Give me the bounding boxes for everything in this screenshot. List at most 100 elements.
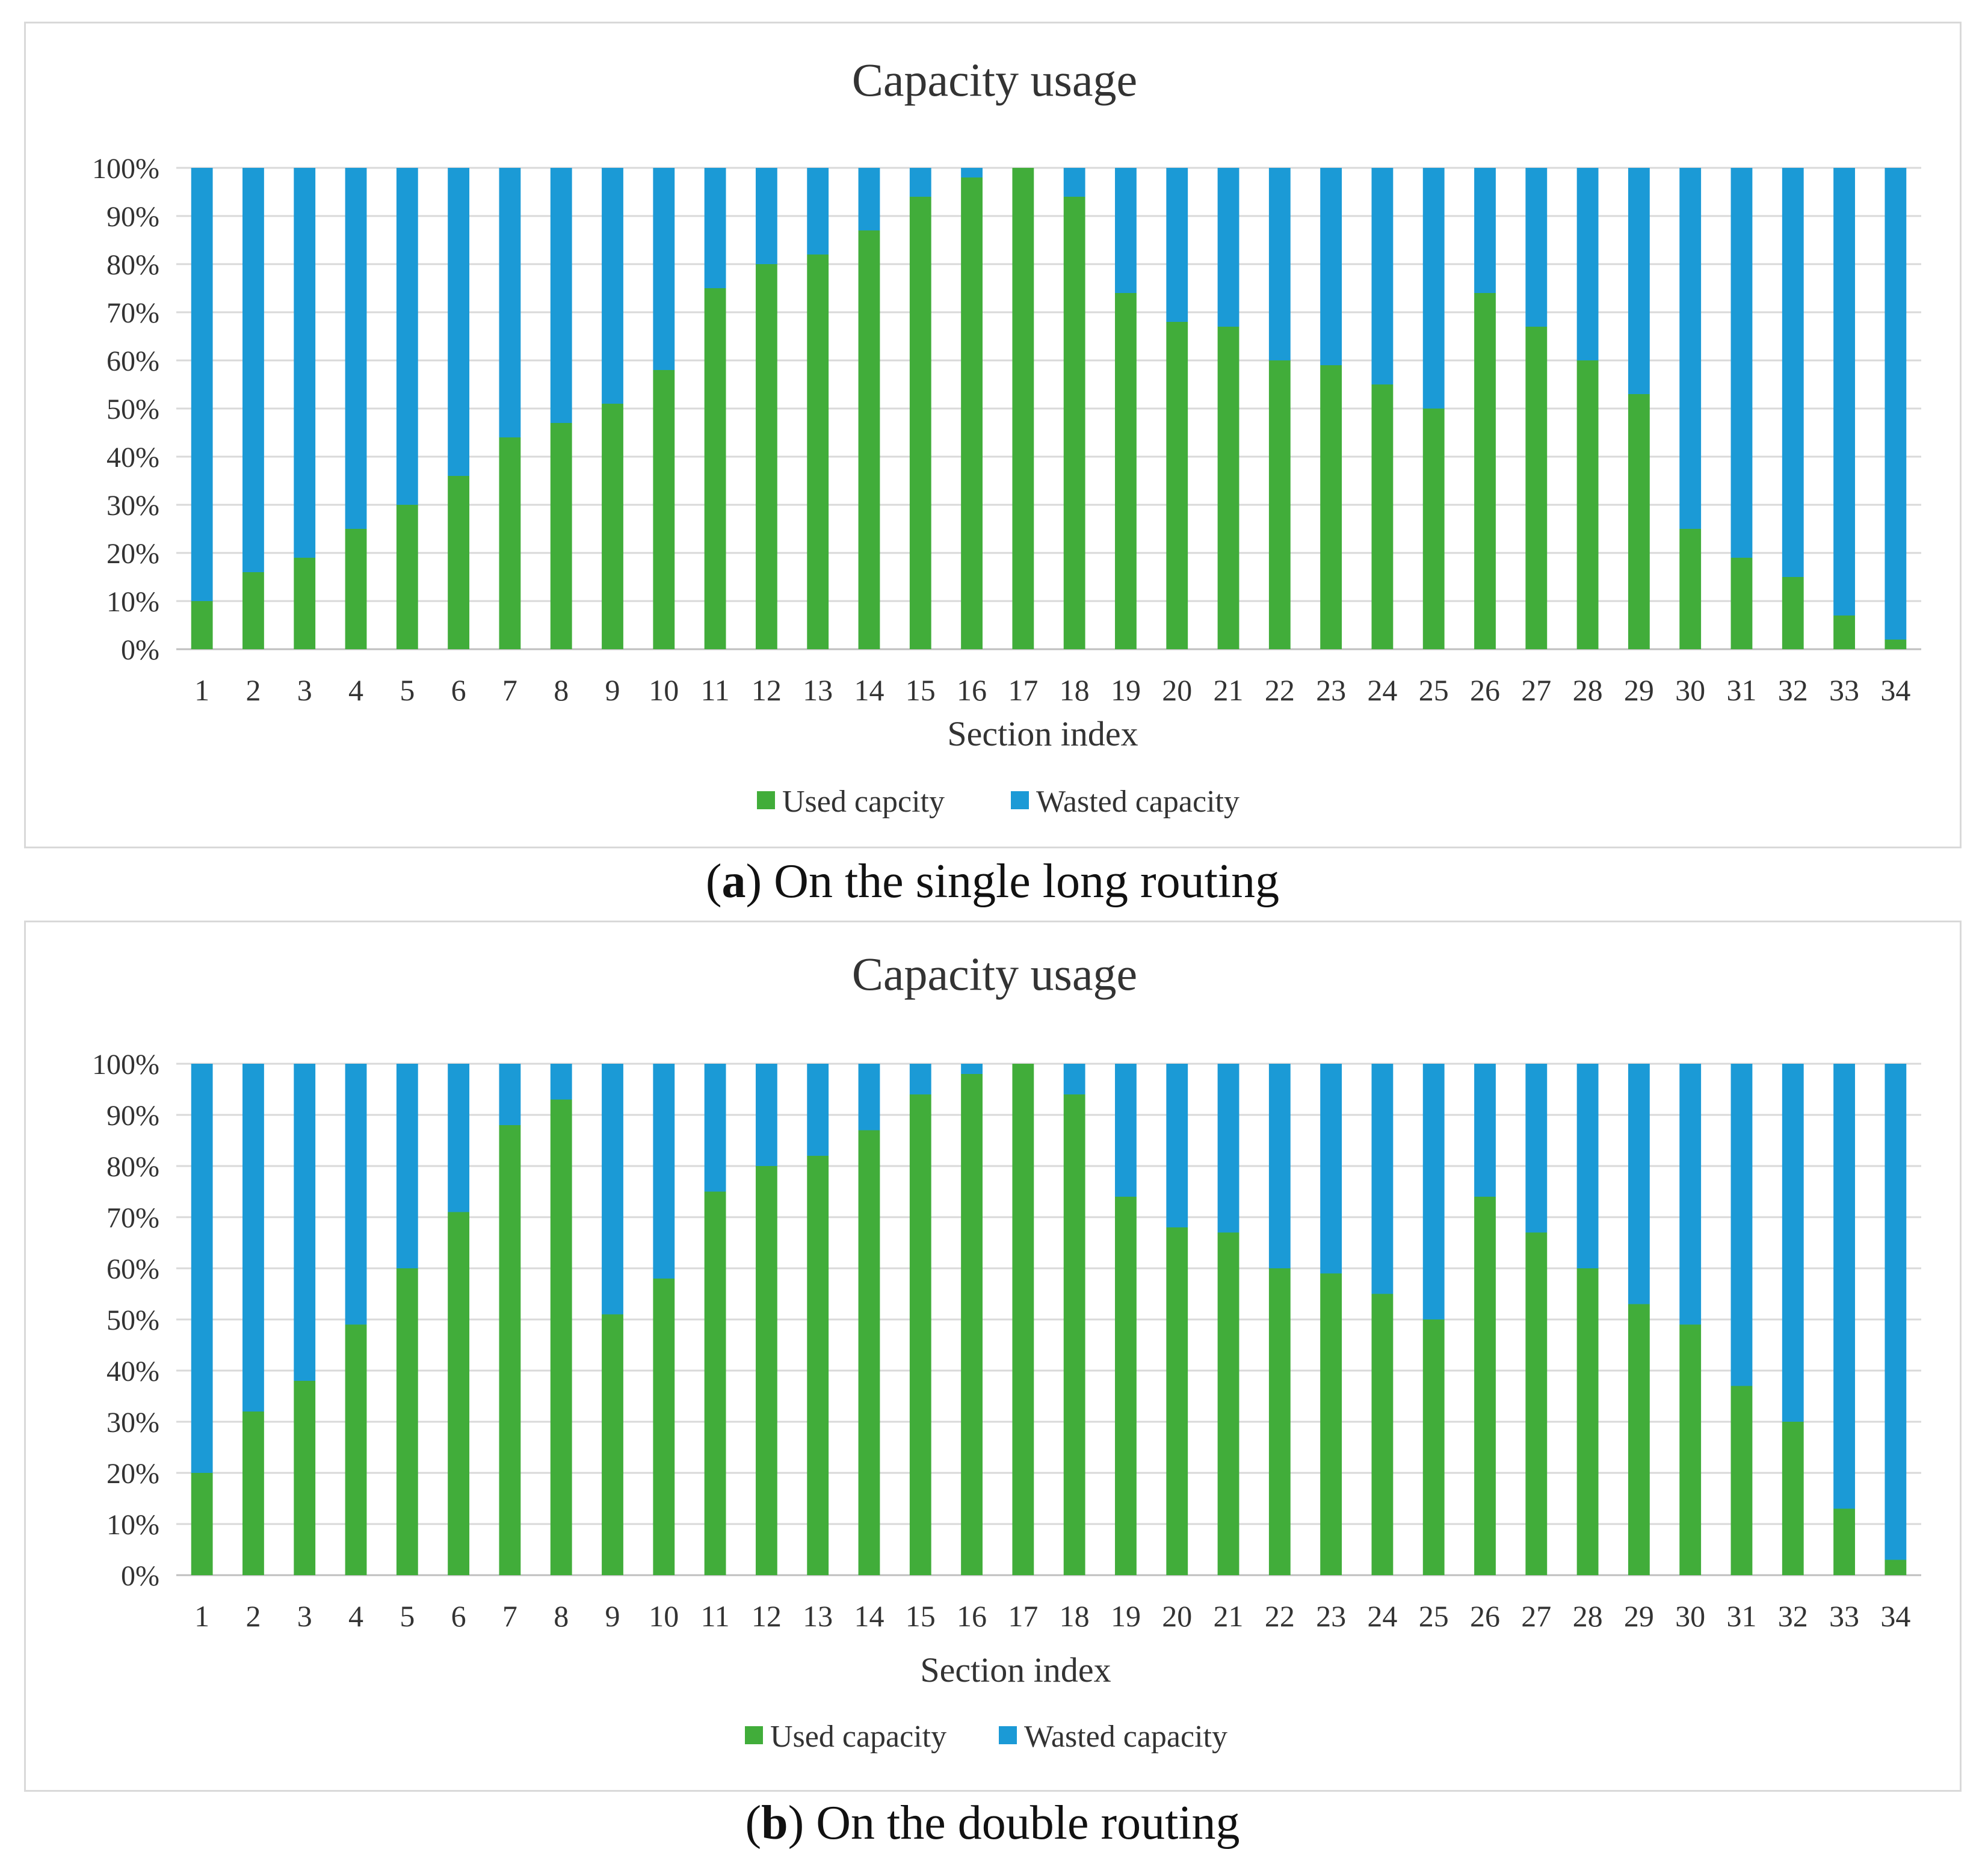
chart-a-bar-wasted [1730, 168, 1753, 558]
caption-b: (b) On the double routing [745, 1797, 1240, 1850]
chart-a-xtick-label: 2 [245, 673, 261, 707]
chart-a-bar-wasted [653, 168, 675, 370]
chart-b-ytick-label: 70% [107, 1202, 159, 1234]
chart-b-bar-wasted [858, 1064, 880, 1131]
chart-b-legend-label: Used capacity [770, 1720, 946, 1754]
chart-a-bar-used [1115, 293, 1137, 649]
chart-a-bar-wasted [1268, 168, 1291, 360]
chart-b-bar-wasted [1115, 1064, 1137, 1197]
chart-b-bar-wasted [396, 1064, 418, 1268]
chart-a-bar-wasted [499, 168, 521, 437]
chart-b-xtick-label: 6 [451, 1599, 466, 1633]
chart-a-xtick-label: 10 [649, 673, 679, 707]
chart-a-bar-used [1628, 394, 1650, 649]
chart-a-bar-wasted [1885, 168, 1907, 640]
chart-a-xtick-label: 6 [451, 673, 466, 707]
chart-a-xtick-label: 1 [194, 673, 209, 707]
chart-b-svg: Capacity usage 0% 10% 20% 30% 40% 50% 60% 70% 80%… [92, 948, 1921, 1754]
chart-a-xtick-label: 22 [1265, 673, 1295, 707]
chart-b-bar-used [1166, 1227, 1188, 1575]
chart-a-bar-used [1782, 577, 1804, 649]
chart-a-svg: Capacity usage 0% 10% 20% 30% 40% 50% 60% 70% 80%… [92, 54, 1921, 819]
chart-a-bar-used [1166, 322, 1188, 649]
chart-b-xtick-label: 1 [194, 1599, 209, 1633]
chart-a-xtick-label: 14 [854, 673, 884, 707]
chart-a-xtick-label: 27 [1521, 673, 1551, 707]
chart-b-xtick-label: 12 [752, 1599, 782, 1633]
chart-a-bar-wasted [294, 168, 316, 558]
chart-a-bar-wasted [961, 168, 983, 177]
chart-a-xtick-label: 18 [1060, 673, 1090, 707]
chart-a-bar-wasted [755, 168, 777, 264]
chart-b-legend-swatch [999, 1726, 1017, 1744]
chart-b-bar-used [602, 1314, 623, 1575]
chart-a-xtick-label: 31 [1726, 673, 1756, 707]
chart-b-xtick-label: 33 [1829, 1599, 1859, 1633]
chart-b-xtick-label: 11 [701, 1599, 730, 1633]
chart-b-xtick-label: 23 [1316, 1599, 1346, 1633]
chart-a-bar-used [294, 558, 316, 649]
chart-a-ytick-label: 30% [107, 490, 159, 522]
chart-a-bar-wasted [1115, 168, 1137, 293]
chart-a-bar-wasted [550, 168, 572, 423]
chart-b-ytick-label: 90% [107, 1100, 159, 1132]
chart-b-bar-used [499, 1125, 521, 1575]
chart-a-bar-wasted [1576, 168, 1599, 360]
chart-b-bar-used [1371, 1294, 1394, 1575]
chart-b-bar-used [1063, 1094, 1085, 1575]
chart-a-xtick-label: 9 [605, 673, 620, 707]
chart-b-xtick-label: 22 [1265, 1599, 1295, 1633]
chart-b-bar-used [448, 1212, 470, 1575]
chart-b-xtick-label: 13 [803, 1599, 833, 1633]
chart-a-bar-wasted [1628, 168, 1650, 394]
chart-b-xtick-label: 21 [1214, 1599, 1244, 1633]
chart-b-bar-used [653, 1279, 675, 1575]
chart-b-bar-wasted [1833, 1064, 1855, 1509]
chart-b-bar-used [1115, 1197, 1137, 1575]
chart-b-bar-used [1576, 1268, 1599, 1575]
chart-b-bar-wasted [1320, 1064, 1342, 1274]
chart-a-ytick-label: 90% [107, 201, 159, 233]
chart-b-xtick-label: 30 [1675, 1599, 1705, 1633]
chart-b-bar-used [1833, 1508, 1855, 1575]
caption-a: (a) On the single long routing [705, 855, 1280, 908]
chart-a-ytick-label: 60% [107, 345, 159, 377]
chart-a-xlabel: Section index [947, 714, 1138, 753]
chart-b-legend-swatch [745, 1726, 763, 1744]
chart-a-bar-used [807, 255, 829, 649]
caption-b-text: On the double routing [804, 1797, 1240, 1850]
chart-b-xtick-label: 26 [1470, 1599, 1500, 1633]
chart-a-bar-used [1268, 360, 1291, 649]
chart-a-bar-wasted [1371, 168, 1394, 384]
chart-a-bar-wasted [345, 168, 367, 529]
chart-a-ytick-label: 70% [107, 297, 159, 329]
chart-a-bar-wasted [909, 168, 931, 197]
chart-b-xtick-label: 31 [1726, 1599, 1756, 1633]
chart-b-bar-wasted [653, 1064, 675, 1279]
chart-b-xtick-label: 20 [1162, 1599, 1192, 1633]
chart-b-bar-used [1525, 1232, 1548, 1575]
chart-a-xtick-label: 25 [1419, 673, 1449, 707]
chart-a-xtick-label: 5 [400, 673, 415, 707]
chart-a-bar-wasted [807, 168, 829, 255]
chart-a-bar-wasted [191, 168, 213, 601]
chart-b-bar-used [191, 1473, 213, 1575]
chart-a-xtick-label: 19 [1111, 673, 1141, 707]
chart-a-bar-used [499, 437, 521, 649]
chart-a-ytick-label: 20% [107, 538, 159, 570]
chart-b-xtick-label: 15 [906, 1599, 936, 1633]
chart-a-bar-used [191, 601, 213, 649]
chart-a-bar-used [1474, 293, 1496, 649]
chart-b-xtick-label: 2 [245, 1599, 261, 1633]
chart-a-xtick-label: 21 [1214, 673, 1244, 707]
chart-b-bar-used [1474, 1197, 1496, 1575]
chart-b-bar-wasted [1782, 1064, 1804, 1422]
chart-panel-b: Capacity usage 0% 10% 20% 30% 40% 50% 60% 70% 80%… [24, 921, 1962, 1792]
chart-b-bar-wasted [1679, 1064, 1702, 1325]
chart-a-bar-used [448, 476, 470, 649]
chart-b-xtick-label: 27 [1521, 1599, 1551, 1633]
chart-a-legend-label: Wasted capacity [1036, 785, 1239, 819]
chart-a-xtick-label: 30 [1675, 673, 1705, 707]
chart-a-bar-wasted [448, 168, 470, 476]
chart-a-xtick-label: 15 [906, 673, 936, 707]
